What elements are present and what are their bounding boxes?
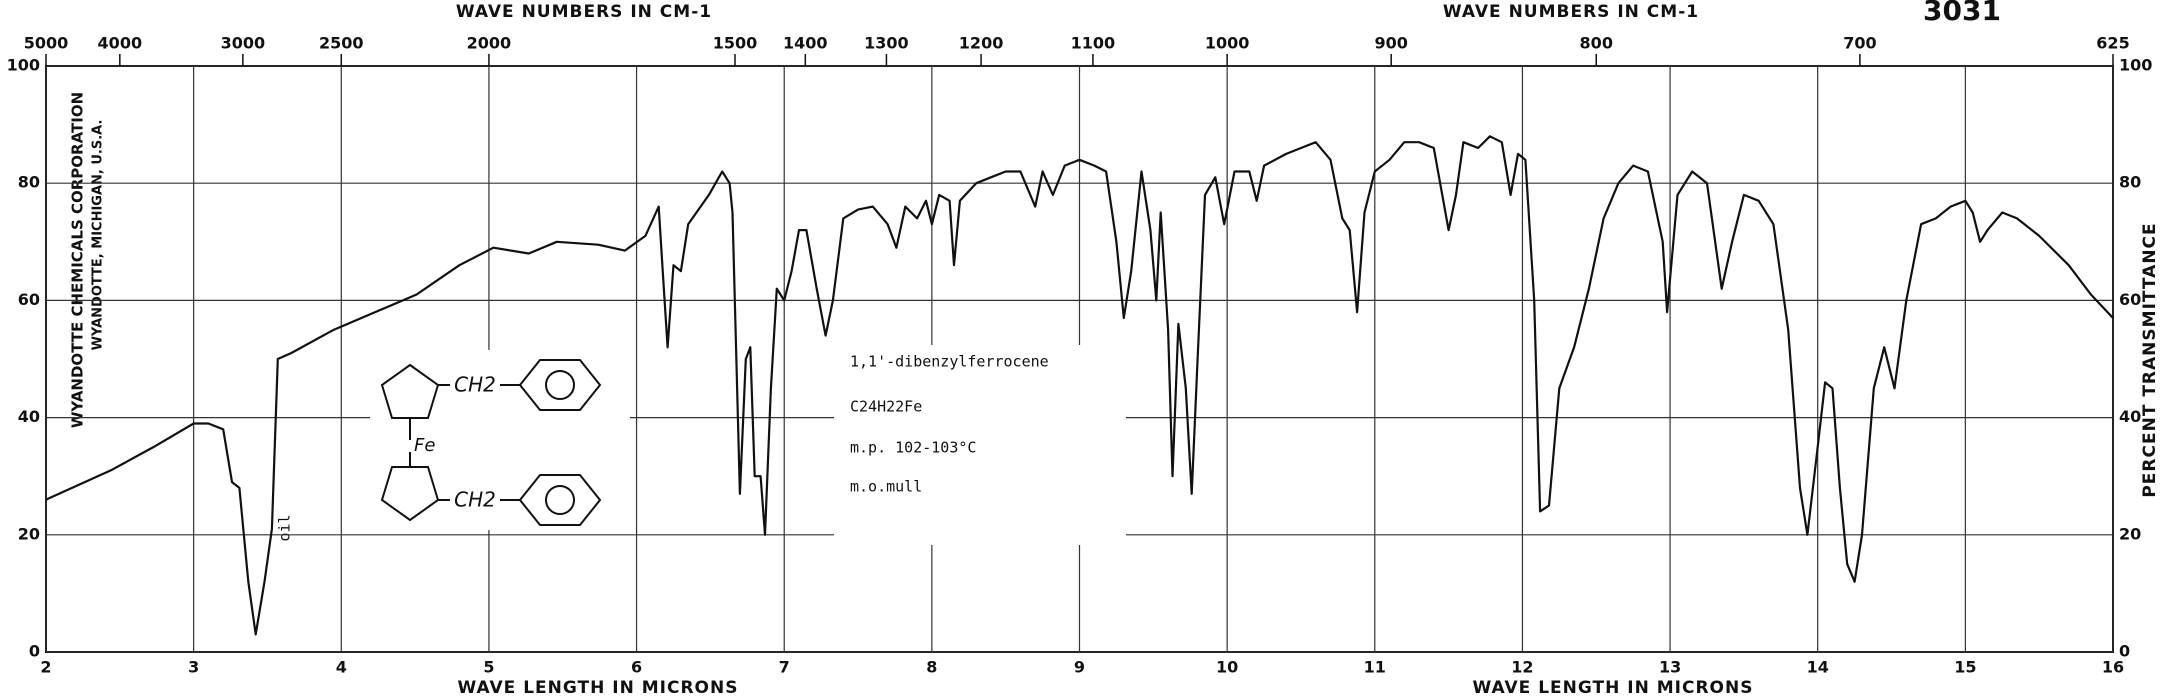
y2-tick-label: 80 <box>2119 173 2141 192</box>
y2-tick-label: 100 <box>2119 56 2152 75</box>
x2-tick-label: 2000 <box>467 34 512 53</box>
x-tick-label: 10 <box>1216 658 1238 677</box>
x-tick-label: 12 <box>1511 658 1533 677</box>
annotation: 1,1'-dibenzylferrocene <box>850 353 1049 371</box>
x-tick-label: 2 <box>40 658 51 677</box>
benzene-circle <box>545 485 575 515</box>
structure-label: CH2 <box>454 488 496 512</box>
x2-tick-label: 3000 <box>221 34 266 53</box>
x-axis-title: WAVE LENGTH IN MICRONS <box>1473 678 1754 698</box>
y-tick-label: 0 <box>29 642 40 661</box>
x2-tick-label: 800 <box>1580 34 1613 53</box>
x-tick-label: 13 <box>1659 658 1681 677</box>
x-tick-label: 6 <box>631 658 642 677</box>
x2-tick-label: 1500 <box>713 34 758 53</box>
x2-tick-label: 5000 <box>24 34 69 53</box>
structure-label: CH2 <box>454 373 496 397</box>
spectrum-number: 3031 <box>1923 0 2001 27</box>
y2-tick-label: 0 <box>2119 642 2130 661</box>
y-tick-label: 60 <box>18 290 40 309</box>
plot-area: 0 0 20 20 40 40 60 60 80 80 100 100 2 3 4 5 6 7 8 9 10 11 12 13… <box>7 34 2153 677</box>
x2-tick-label: 4000 <box>98 34 143 53</box>
x2-tick-label: 1200 <box>959 34 1004 53</box>
structure <box>370 350 630 530</box>
y2-tick-label: 60 <box>2119 290 2141 309</box>
x-tick-label: 11 <box>1364 658 1386 677</box>
annotation-box <box>834 345 1126 545</box>
x-tick-label: 16 <box>2102 658 2124 677</box>
y2-tick-label: 40 <box>2119 407 2141 426</box>
y-tick-label: 20 <box>18 524 40 543</box>
benzene-circle <box>545 370 575 400</box>
benzene <box>518 359 602 411</box>
x-tick-label: 9 <box>1074 658 1085 677</box>
x2-tick-label: 700 <box>1843 34 1876 53</box>
annotation: m.o.mull <box>850 478 922 496</box>
x2-tick-label: 1400 <box>783 34 828 53</box>
x-tick-label: 4 <box>336 658 347 677</box>
top-axis-title: WAVE NUMBERS IN CM-1 <box>456 2 712 22</box>
company-name: WYANDOTTE CHEMICALS CORPORATION <box>69 92 87 428</box>
x2-tick-label: 1300 <box>864 34 909 53</box>
top-axis-title: WAVE NUMBERS IN CM-1 <box>1443 2 1699 22</box>
x2-tick-label: 1000 <box>1205 34 1250 53</box>
x-tick-label: 3 <box>188 658 199 677</box>
x-tick-label: 5 <box>483 658 494 677</box>
x-tick-label: 7 <box>779 658 790 677</box>
y-tick-label: 40 <box>18 407 40 426</box>
x-tick-label: 14 <box>1807 658 1829 677</box>
annotation: C24H22Fe <box>850 398 922 416</box>
x-tick-label: 8 <box>926 658 937 677</box>
x-axis-title: WAVE LENGTH IN MICRONS <box>458 678 739 698</box>
x2-tick-label: 900 <box>1374 34 1407 53</box>
x-tick-label: 15 <box>1954 658 1976 677</box>
y2-tick-label: 20 <box>2119 524 2141 543</box>
company-location: WYANDOTTE, MICHIGAN, U.S.A. <box>91 120 106 351</box>
spectrum-line <box>45 135 2114 636</box>
y-tick-label: 80 <box>18 173 40 192</box>
x2-tick-label: 2500 <box>319 34 364 53</box>
benzene <box>518 474 602 526</box>
annotation: oil <box>276 514 294 541</box>
y-tick-label: 100 <box>7 56 40 75</box>
x2-tick-label: 625 <box>2096 34 2129 53</box>
x2-tick-label: 1100 <box>1071 34 1116 53</box>
y-axis-title: PERCENT TRANSMITTANCE <box>2140 222 2160 497</box>
annotation: m.p. 102-103°C <box>850 439 976 457</box>
structure-label: Fe <box>414 435 435 456</box>
